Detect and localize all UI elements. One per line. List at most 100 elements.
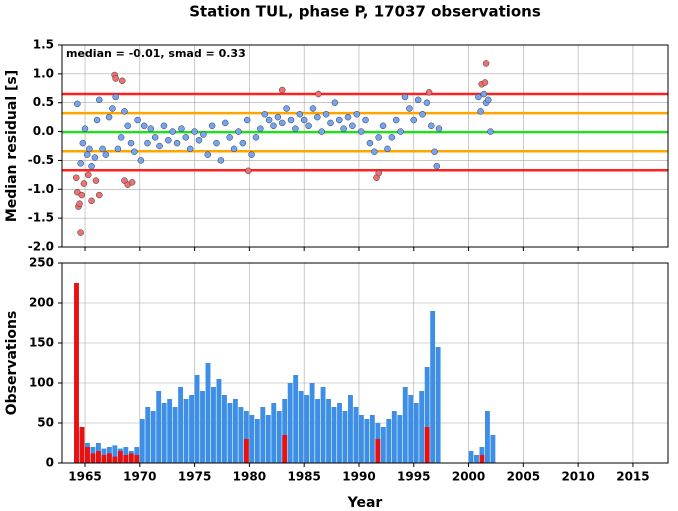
bar (85, 447, 90, 463)
x-tick-label: 2015 (616, 470, 649, 484)
y-tick-label: -0.5 (28, 153, 54, 167)
data-point (222, 119, 229, 127)
x-tick-label: 1970 (123, 470, 156, 484)
data-point (375, 134, 382, 141)
data-point (401, 93, 409, 101)
bar (112, 456, 118, 463)
data-point (160, 122, 168, 130)
x-axis-label: Year (347, 495, 383, 511)
bar (243, 439, 249, 463)
bar (435, 347, 441, 463)
y-tick-label: -1.5 (28, 211, 54, 225)
data-point (371, 148, 378, 156)
bar (413, 403, 419, 463)
bar (101, 455, 107, 463)
data-point (397, 128, 404, 135)
bar (375, 439, 381, 463)
bar (189, 395, 194, 463)
data-point (85, 171, 92, 179)
data-point (245, 167, 252, 175)
bar (90, 453, 96, 463)
data-point (257, 125, 264, 132)
bar (221, 395, 227, 463)
bar (150, 411, 156, 463)
y-tick-label: 0 (46, 456, 54, 470)
data-point (147, 125, 155, 132)
data-point (134, 116, 141, 124)
data-point (425, 89, 433, 96)
data-point (315, 90, 322, 98)
data-point (169, 128, 176, 135)
bar (419, 391, 425, 463)
bar (106, 453, 112, 463)
bar (353, 407, 359, 463)
bar (391, 411, 397, 463)
bar (260, 407, 266, 463)
x-tick-label: 2010 (561, 470, 594, 484)
bar (287, 383, 293, 463)
bar (95, 451, 101, 463)
bar (331, 407, 337, 463)
data-point (314, 113, 321, 121)
bar (134, 455, 140, 463)
data-point (388, 134, 396, 141)
data-point (178, 125, 185, 132)
data-point (117, 134, 125, 141)
data-point (173, 139, 181, 147)
bar (167, 399, 173, 463)
data-point (127, 139, 135, 147)
data-point (480, 90, 488, 98)
data-point (112, 93, 119, 101)
data-point (375, 169, 382, 177)
chart-title: Station TUL, phase P, 17037 observations (189, 3, 541, 21)
bar (282, 399, 288, 463)
data-point (91, 154, 99, 161)
data-point (226, 134, 233, 141)
data-point (137, 157, 145, 164)
data-point (81, 125, 89, 132)
bar (484, 411, 490, 463)
data-point (156, 142, 163, 150)
bar (298, 391, 304, 463)
bar (337, 403, 342, 463)
data-point (78, 191, 85, 199)
data-point (482, 60, 490, 67)
data-point (114, 145, 122, 153)
bar (243, 411, 249, 463)
bar (265, 415, 271, 463)
bar (183, 399, 189, 463)
annotation: median = -0.01, smad = 0.33 (66, 47, 246, 60)
y-axis-label: Observations (4, 311, 20, 416)
data-point (79, 139, 87, 147)
data-point (366, 139, 374, 147)
bar (232, 399, 238, 463)
data-point (182, 134, 190, 141)
data-point (477, 108, 484, 115)
data-point (362, 116, 369, 124)
data-point (144, 139, 151, 147)
x-tick-label: 1965 (68, 470, 101, 484)
bar (364, 419, 370, 463)
data-point (435, 125, 443, 132)
y-tick-label: 1.0 (33, 66, 54, 80)
data-point (105, 113, 113, 121)
bar (386, 419, 392, 463)
bar (397, 415, 403, 463)
data-point (433, 162, 441, 170)
data-point (305, 122, 312, 130)
plot-frame (61, 262, 669, 464)
bar (424, 427, 430, 463)
data-point (414, 96, 422, 104)
data-point (344, 113, 352, 121)
bar (123, 455, 129, 463)
data-point (76, 200, 83, 207)
data-point (239, 139, 247, 147)
bar (254, 419, 260, 463)
x-tick-label: 1990 (342, 470, 375, 484)
data-point (151, 134, 159, 141)
bar (211, 387, 216, 463)
data-point (279, 119, 286, 127)
bar (112, 445, 118, 463)
data-point (279, 86, 286, 94)
